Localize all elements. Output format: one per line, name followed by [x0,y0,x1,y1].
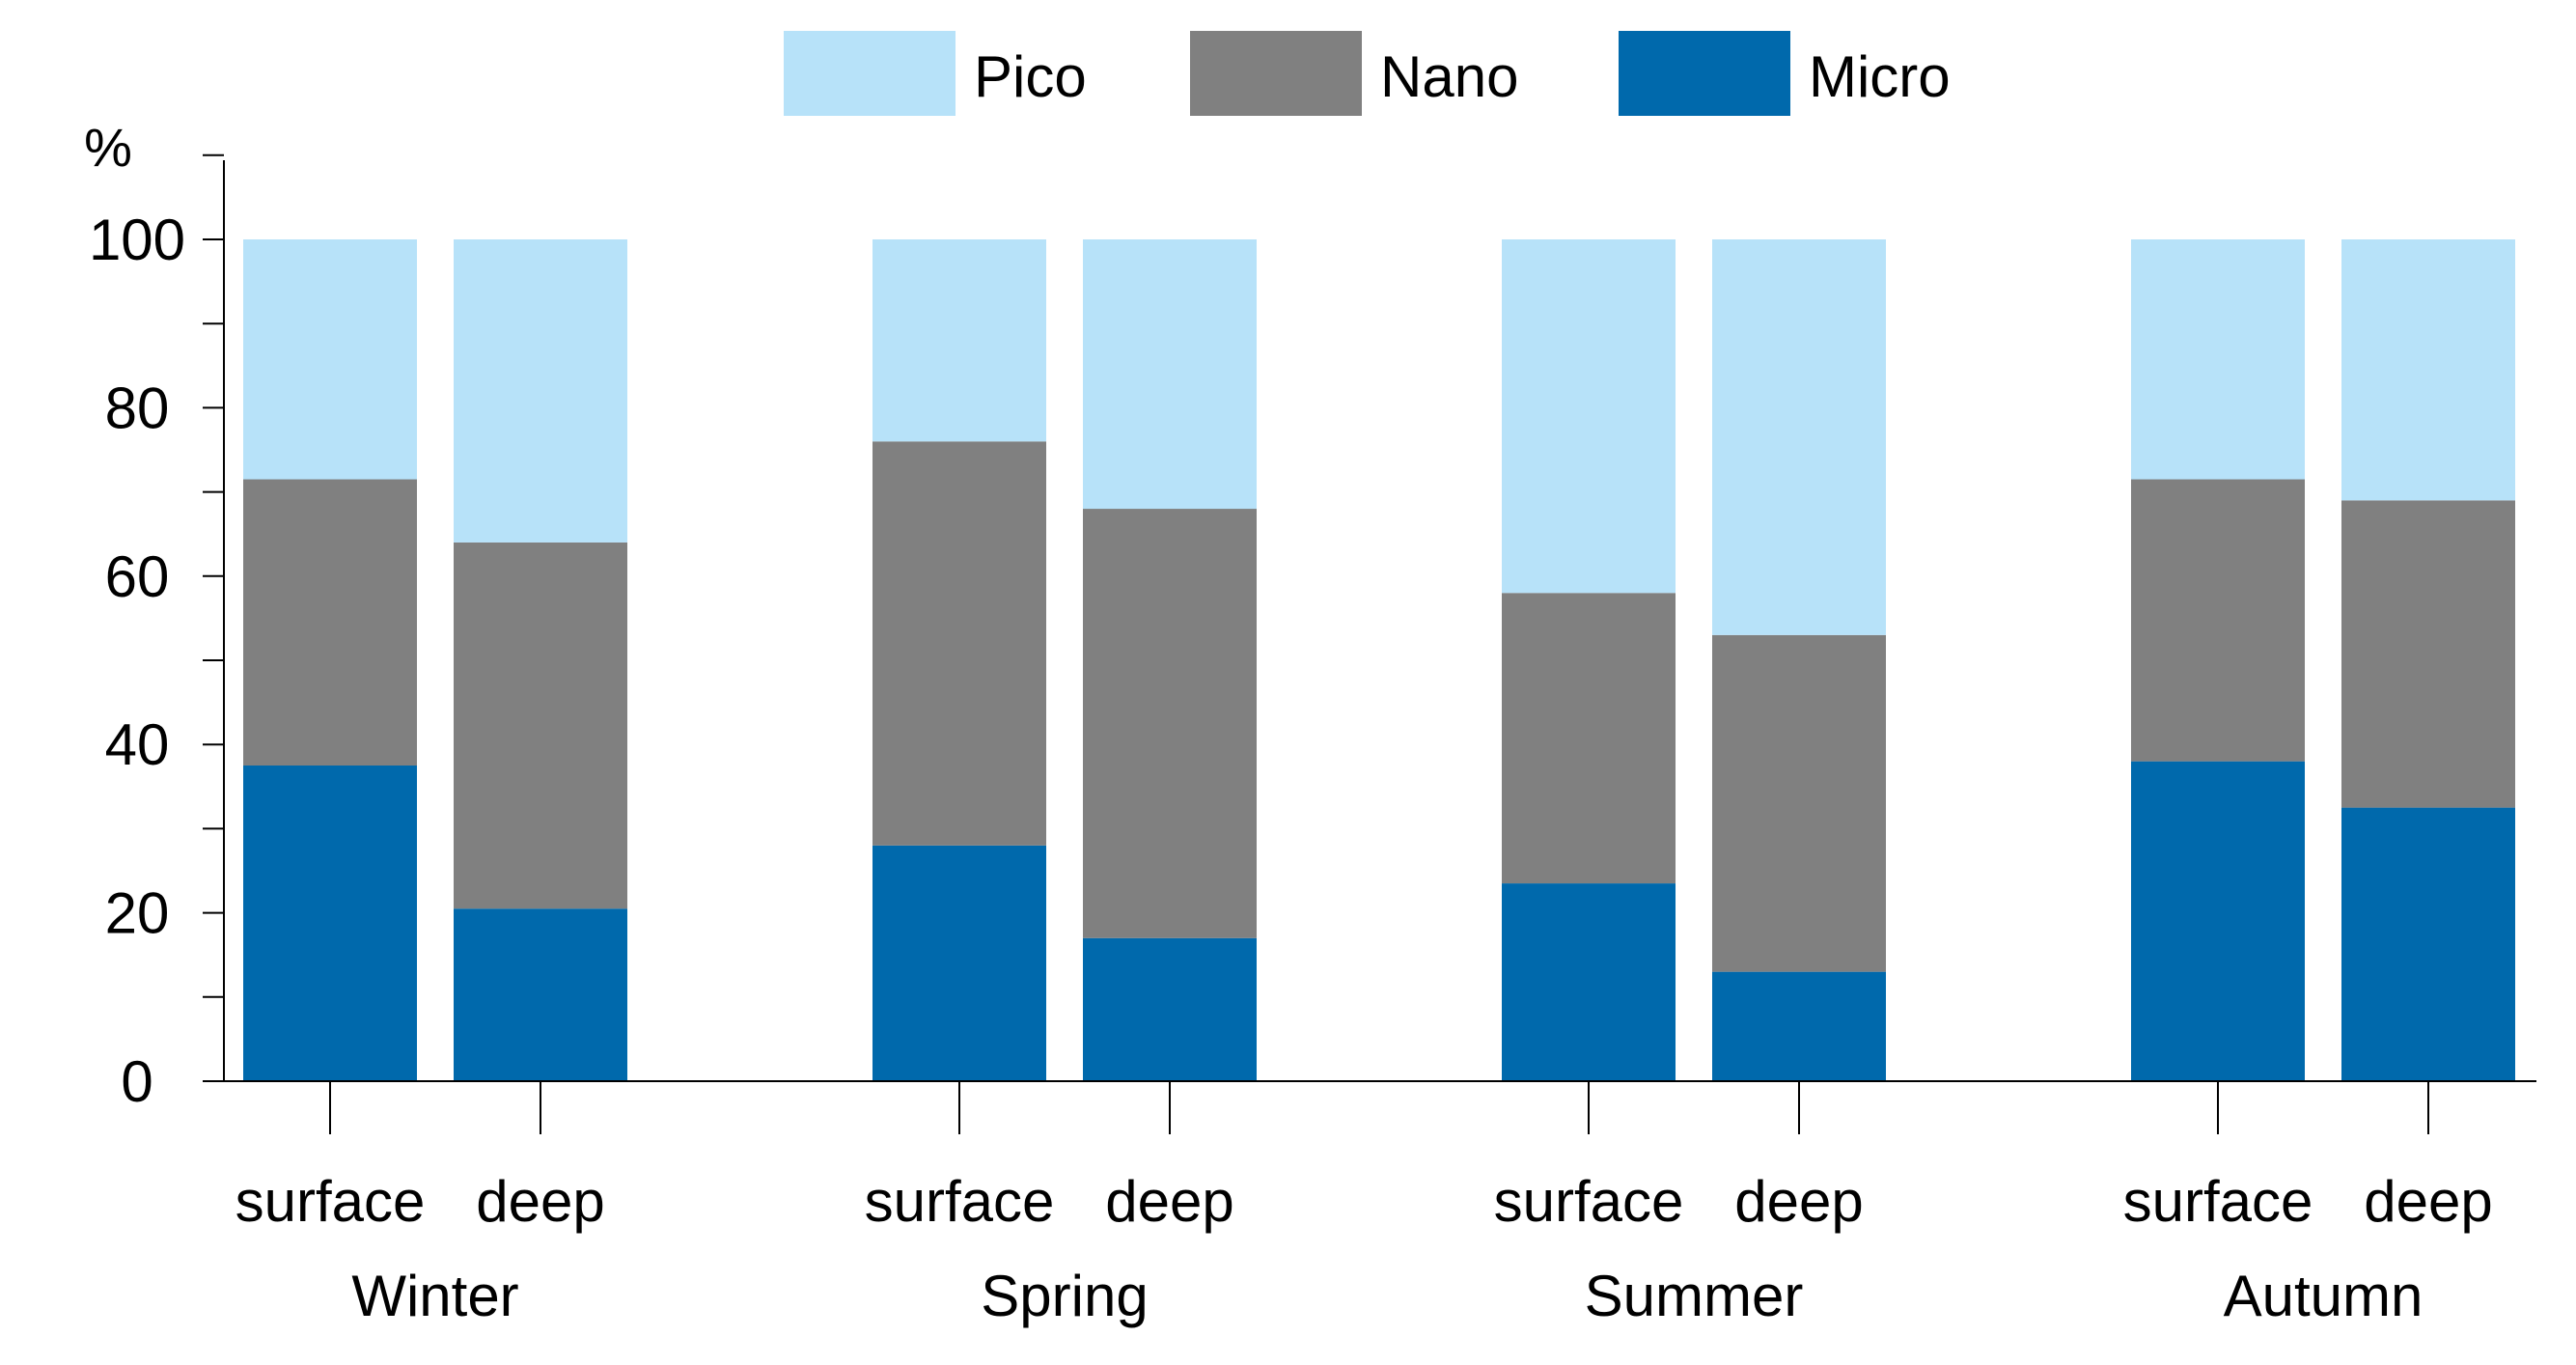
bar-spring-surface-nano [873,441,1046,846]
x-tick-label: deep [1105,1169,1233,1234]
bar-autumn-surface-nano [2131,479,2305,762]
bar-winter-deep-pico [454,239,627,543]
bar-autumn-deep-pico [2341,239,2515,501]
y-tick-label: 40 [105,712,170,777]
x-tick-label: surface [235,1169,426,1234]
bar-summer-deep-nano [1712,634,1886,972]
x-tick-label: surface [865,1169,1055,1234]
bar-summer-deep-pico [1712,239,1886,635]
plot-area: 0 20 40 60 80 100 surface deep Winter surface dee… [89,153,2536,1328]
bar-winter-surface-pico [243,239,417,480]
bar-autumn-surface-pico [2131,239,2305,480]
bar-spring-deep-pico [1083,239,1257,510]
bars-layer [243,239,2515,1081]
x-tick-label: surface [2123,1169,2313,1234]
x-ticks [329,1081,2429,1134]
bar-summer-surface-micro [1502,883,1676,1081]
bar-summer-surface-pico [1502,239,1676,594]
bar-autumn-deep-nano [2341,500,2515,808]
bar-autumn-deep-micro [2341,807,2515,1081]
group-label: Summer [1585,1264,1804,1328]
legend-swatch-micro [1619,31,1790,116]
y-tick-label: 60 [105,544,170,609]
bar-spring-deep-nano [1083,509,1257,938]
x-tick-labels: surface deep Winter surface deep Spring surfac… [235,1169,2493,1328]
bar-winter-deep-micro [454,908,627,1081]
x-tick-label: deep [476,1169,604,1234]
bar-spring-surface-pico [873,239,1046,442]
legend-swatch-nano [1190,31,1362,116]
bar-autumn-surface-micro [2131,761,2305,1081]
bar-winter-surface-nano [243,479,417,766]
legend: Pico Nano Micro [784,31,1951,116]
bar-summer-deep-micro [1712,971,1886,1081]
bar-spring-surface-micro [873,845,1046,1081]
x-tick-label: surface [1494,1169,1684,1234]
legend-label-nano: Nano [1380,44,1518,109]
y-ticks: 0 20 40 60 80 100 [89,153,224,1114]
y-tick-label: 100 [89,208,185,272]
legend-swatch-pico [784,31,956,116]
group-label: Spring [981,1264,1148,1328]
bar-spring-deep-micro [1083,937,1257,1081]
x-tick-label: deep [2364,1169,2492,1234]
x-tick-label: deep [1734,1169,1863,1234]
legend-label-micro: Micro [1809,44,1951,109]
y-tick-label: 20 [105,881,170,946]
group-label: Autumn [2224,1264,2424,1328]
y-axis-label: % [84,117,132,178]
y-tick-label: 80 [105,376,170,440]
y-tick-label: 0 [121,1049,152,1114]
legend-label-pico: Pico [974,44,1087,109]
group-label: Winter [351,1264,518,1328]
bar-winter-surface-micro [243,766,417,1081]
bar-summer-surface-nano [1502,593,1676,884]
bar-winter-deep-nano [454,542,627,909]
